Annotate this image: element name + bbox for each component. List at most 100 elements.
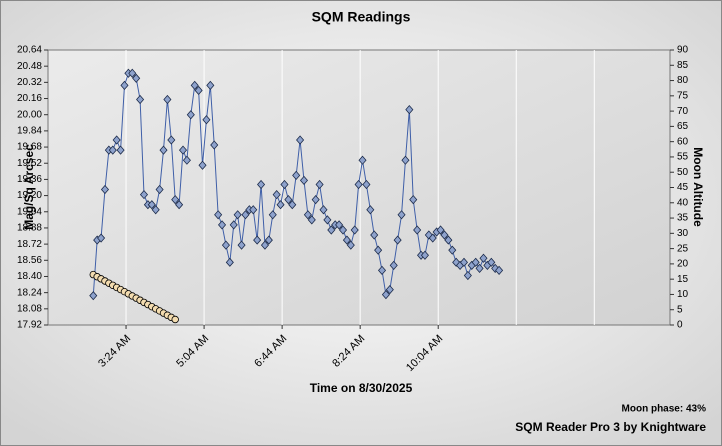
sqm-marker: [377, 265, 387, 276]
y-tick-label: 19.68: [17, 142, 42, 153]
sqm-marker: [202, 115, 211, 125]
sqm-marker: [257, 179, 266, 190]
sqm-marker: [178, 145, 188, 155]
sqm-marker: [471, 257, 480, 267]
sqm-marker: [354, 179, 363, 190]
sqm-marker: [100, 184, 110, 195]
y-tick-label: 20.64: [17, 45, 42, 56]
y2-tick-label: 45: [677, 182, 689, 193]
y-tick-label: 19.84: [17, 126, 42, 137]
y2-tick-label: 80: [677, 75, 689, 86]
y2-tick-label: 20: [677, 259, 689, 270]
sqm-marker: [350, 225, 359, 235]
sqm-marker: [362, 179, 371, 190]
sqm-marker: [479, 253, 488, 263]
sqm-marker: [358, 155, 367, 165]
sqm-marker: [385, 285, 394, 295]
sqm-marker: [389, 260, 398, 270]
sqm-marker: [335, 220, 344, 230]
sqm-marker: [167, 135, 176, 145]
sqm-marker: [327, 225, 336, 235]
y2-tick-label: 10: [677, 289, 689, 300]
sqm-marker: [284, 195, 293, 205]
y-tick-label: 20.32: [17, 77, 42, 88]
sqm-marker: [97, 233, 106, 243]
sqm-marker: [307, 215, 316, 225]
sqm-marker: [296, 135, 305, 145]
sqm-marker: [409, 195, 418, 205]
chart-title: SQM Readings: [312, 9, 411, 25]
sqm-marker: [299, 175, 309, 186]
sqm-marker: [413, 225, 422, 235]
sqm-marker: [495, 265, 504, 276]
y2-tick-label: 50: [677, 167, 689, 178]
sqm-marker: [210, 140, 219, 150]
sqm-marker: [233, 210, 242, 220]
sqm-marker: [159, 145, 168, 155]
sqm-marker: [260, 240, 269, 250]
sqm-marker: [323, 215, 332, 225]
sqm-marker: [268, 210, 277, 220]
sqm-marker: [218, 220, 227, 230]
y-tick-label: 18.56: [17, 255, 42, 266]
y2-tick-label: 5: [677, 304, 683, 315]
y2-tick-label: 30: [677, 228, 689, 239]
sqm-marker: [393, 235, 402, 245]
y-tick-label: 18.08: [17, 303, 42, 314]
sqm-marker: [319, 205, 328, 215]
y2-axis-label: Moon Altitude: [691, 147, 705, 227]
sqm-marker: [151, 205, 160, 215]
sqm-marker: [346, 240, 355, 250]
sqm-marker: [366, 205, 375, 215]
sqm-marker: [264, 235, 273, 245]
y2-tick-label: 55: [677, 152, 689, 163]
y-tick-label: 18.24: [17, 287, 42, 298]
y-tick-label: 20.48: [17, 61, 42, 72]
sqm-marker: [253, 235, 262, 245]
y-tick-label: 19.36: [17, 174, 42, 185]
sqm-marker: [175, 200, 184, 210]
sqm-marker: [139, 189, 149, 200]
sqm-marker: [463, 270, 472, 281]
sqm-marker: [116, 145, 125, 155]
y2-tick-label: 40: [677, 197, 689, 208]
sqm-marker: [276, 200, 285, 210]
sqm-marker: [182, 155, 191, 165]
y2-tick-label: 70: [677, 106, 689, 117]
y2-tick-label: 25: [677, 243, 689, 254]
sqm-marker: [401, 155, 410, 165]
sqm-marker: [475, 263, 484, 273]
sqm-marker: [342, 235, 351, 245]
sqm-marker: [397, 210, 406, 220]
sqm-marker: [221, 240, 230, 250]
moon-marker: [171, 315, 179, 324]
sqm-marker: [128, 68, 137, 78]
sqm-marker: [428, 233, 437, 243]
sqm-marker: [136, 94, 145, 105]
sqm-marker: [374, 245, 383, 255]
y2-tick-label: 0: [677, 320, 683, 331]
sqm-marker: [214, 210, 223, 220]
sqm-marker: [132, 73, 141, 83]
y-tick-label: 18.40: [17, 271, 42, 282]
y2-tick-label: 65: [677, 121, 689, 132]
sqm-marker: [108, 145, 117, 155]
sqm-marker: [241, 210, 250, 220]
x-axis-label: Time on 8/30/2025: [310, 381, 413, 395]
sqm-marker: [381, 290, 390, 300]
sqm-marker: [311, 195, 320, 205]
sqm-marker: [315, 179, 324, 190]
y-tick-label: 19.52: [17, 158, 42, 169]
sqm-marker: [436, 225, 445, 235]
sqm-marker: [459, 257, 468, 267]
sqm-marker: [444, 235, 453, 245]
moon-phase: Moon phase: 43%: [622, 404, 707, 415]
sqm-marker: [120, 80, 129, 90]
sqm-marker: [487, 257, 496, 267]
y2-tick-label: 35: [677, 213, 689, 224]
y-tick-label: 18.88: [17, 223, 42, 234]
sqm-marker: [147, 200, 156, 210]
sqm-marker: [229, 220, 238, 230]
sqm-marker: [272, 189, 281, 200]
sqm-marker: [155, 184, 164, 195]
